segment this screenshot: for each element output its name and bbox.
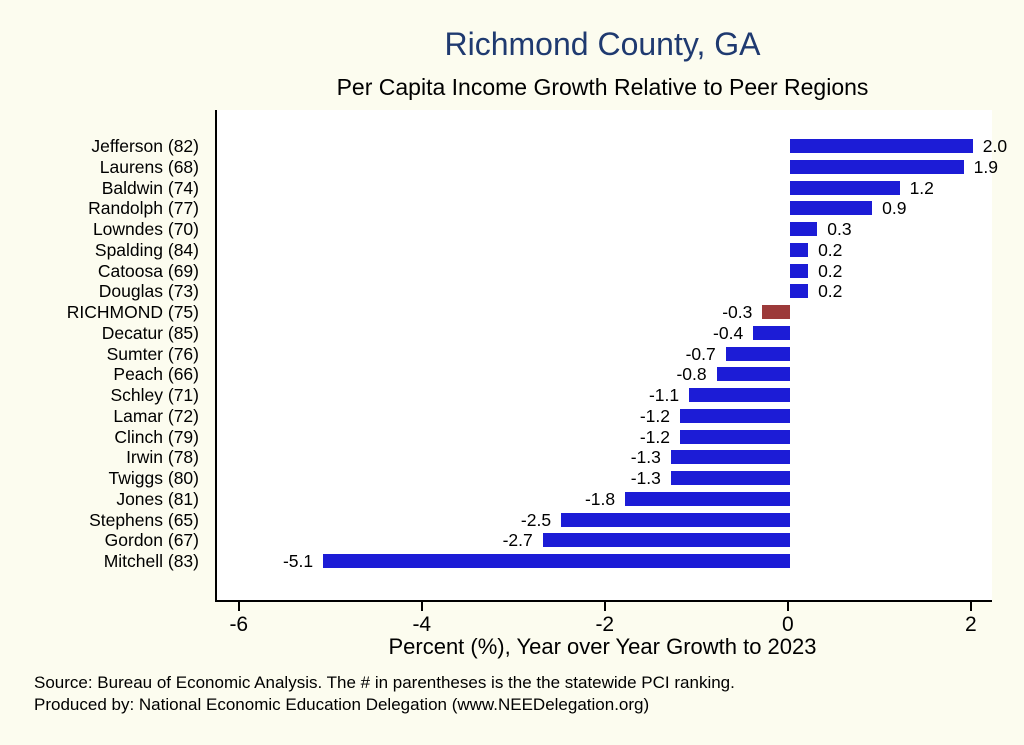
bar xyxy=(679,408,790,423)
value-label: 0.2 xyxy=(818,281,843,302)
value-label: -0.7 xyxy=(685,343,716,364)
produced-by-line: Produced by: National Economic Education… xyxy=(34,695,650,714)
value-label: -2.5 xyxy=(520,509,552,530)
x-axis: -6 -4 -2 0 2 xyxy=(215,602,990,648)
x-tick-label: 2 xyxy=(964,613,977,636)
category-label: Irwin (78) xyxy=(126,447,199,468)
category-label: Catoosa (69) xyxy=(97,260,199,281)
category-label: Jefferson (82) xyxy=(91,136,199,156)
bar xyxy=(789,201,873,216)
value-label: 1.2 xyxy=(909,177,934,198)
category-label: Schley (71) xyxy=(110,385,199,405)
category-label: Twiggs (80) xyxy=(108,468,199,488)
chart-subtitle: Per Capita Income Growth Relative to Pee… xyxy=(336,74,869,100)
category-label: Jones (81) xyxy=(116,488,199,509)
bar xyxy=(561,512,790,527)
bar-highlight xyxy=(762,305,790,319)
category-label: Lamar (72) xyxy=(113,405,199,426)
value-label: -1.3 xyxy=(630,468,661,488)
value-label: -2.7 xyxy=(502,530,533,551)
category-label: Stephens (65) xyxy=(89,509,199,530)
category-label: Sumter (76) xyxy=(106,343,199,364)
category-label: Lowndes (70) xyxy=(92,219,199,239)
bar xyxy=(753,325,790,340)
bar xyxy=(789,139,973,153)
bar xyxy=(789,284,809,299)
x-tick-label: -2 xyxy=(595,613,615,636)
bar xyxy=(789,222,818,236)
category-label: Peach (66) xyxy=(113,364,199,385)
bar xyxy=(323,554,790,568)
category-label: Baldwin (74) xyxy=(101,177,199,198)
value-label: -1.2 xyxy=(639,426,670,447)
value-label: -1.1 xyxy=(648,385,680,405)
category-label: Mitchell (83) xyxy=(103,551,199,571)
bar xyxy=(542,533,790,548)
x-tick-label: -4 xyxy=(412,613,432,636)
source-note: Source: Bureau of Economic Analysis. The… xyxy=(34,672,994,716)
x-axis-label: Percent (%), Year over Year Growth to 20… xyxy=(388,634,817,659)
value-label: -0.3 xyxy=(722,302,753,322)
category-label: Randolph (77) xyxy=(88,198,199,219)
chart-area: Jefferson (82) Laurens (68) Baldwin (74) Ra… xyxy=(0,110,1024,602)
source-line: Source: Bureau of Economic Analysis. The… xyxy=(34,673,735,692)
value-label: -5.1 xyxy=(282,551,314,571)
value-label: 0.2 xyxy=(818,239,843,260)
value-label: 0.3 xyxy=(827,219,852,239)
bar xyxy=(789,242,809,257)
value-label: -0.4 xyxy=(713,322,744,343)
category-label: Laurens (68) xyxy=(99,156,199,177)
value-label: 2.0 xyxy=(982,136,1008,156)
x-tick-label: 0 xyxy=(781,613,794,636)
bar xyxy=(789,159,964,174)
chart-title: Richmond County, GA xyxy=(444,26,761,62)
x-tick xyxy=(969,602,972,611)
bar xyxy=(679,429,790,444)
value-label: 1.9 xyxy=(973,156,998,177)
bar xyxy=(689,388,790,402)
value-label: 0.2 xyxy=(818,260,843,281)
bar xyxy=(716,367,790,382)
value-label: -1.8 xyxy=(584,488,616,509)
value-label: 0.9 xyxy=(882,198,907,219)
bar xyxy=(670,471,790,485)
category-label: Douglas (73) xyxy=(98,281,199,302)
value-label: -1.2 xyxy=(639,405,670,426)
bar xyxy=(789,180,900,195)
x-tick xyxy=(603,602,606,611)
category-label: Gordon (67) xyxy=(104,530,199,551)
category-label: RICHMOND (75) xyxy=(66,302,199,322)
bar xyxy=(625,491,790,506)
category-label: Spalding (84) xyxy=(94,239,199,260)
x-tick xyxy=(237,602,240,611)
x-tick xyxy=(420,602,423,611)
plot-area: 2.0 1.9 1.2 0.9 0.3 0.2 0.2 0.2 -0.3 -0.4 -0.7 -0.8… xyxy=(215,110,1007,602)
y-labels: Jefferson (82) Laurens (68) Baldwin (74) Ra… xyxy=(0,110,205,600)
bar xyxy=(670,450,790,465)
bar xyxy=(789,263,809,278)
x-tick xyxy=(786,602,789,611)
value-label: -0.8 xyxy=(676,364,707,385)
category-label: Decatur (85) xyxy=(101,322,199,343)
value-label: -1.3 xyxy=(630,447,661,468)
x-tick-label: -6 xyxy=(229,613,249,636)
category-label: Clinch (79) xyxy=(114,426,199,447)
bar xyxy=(725,346,790,361)
